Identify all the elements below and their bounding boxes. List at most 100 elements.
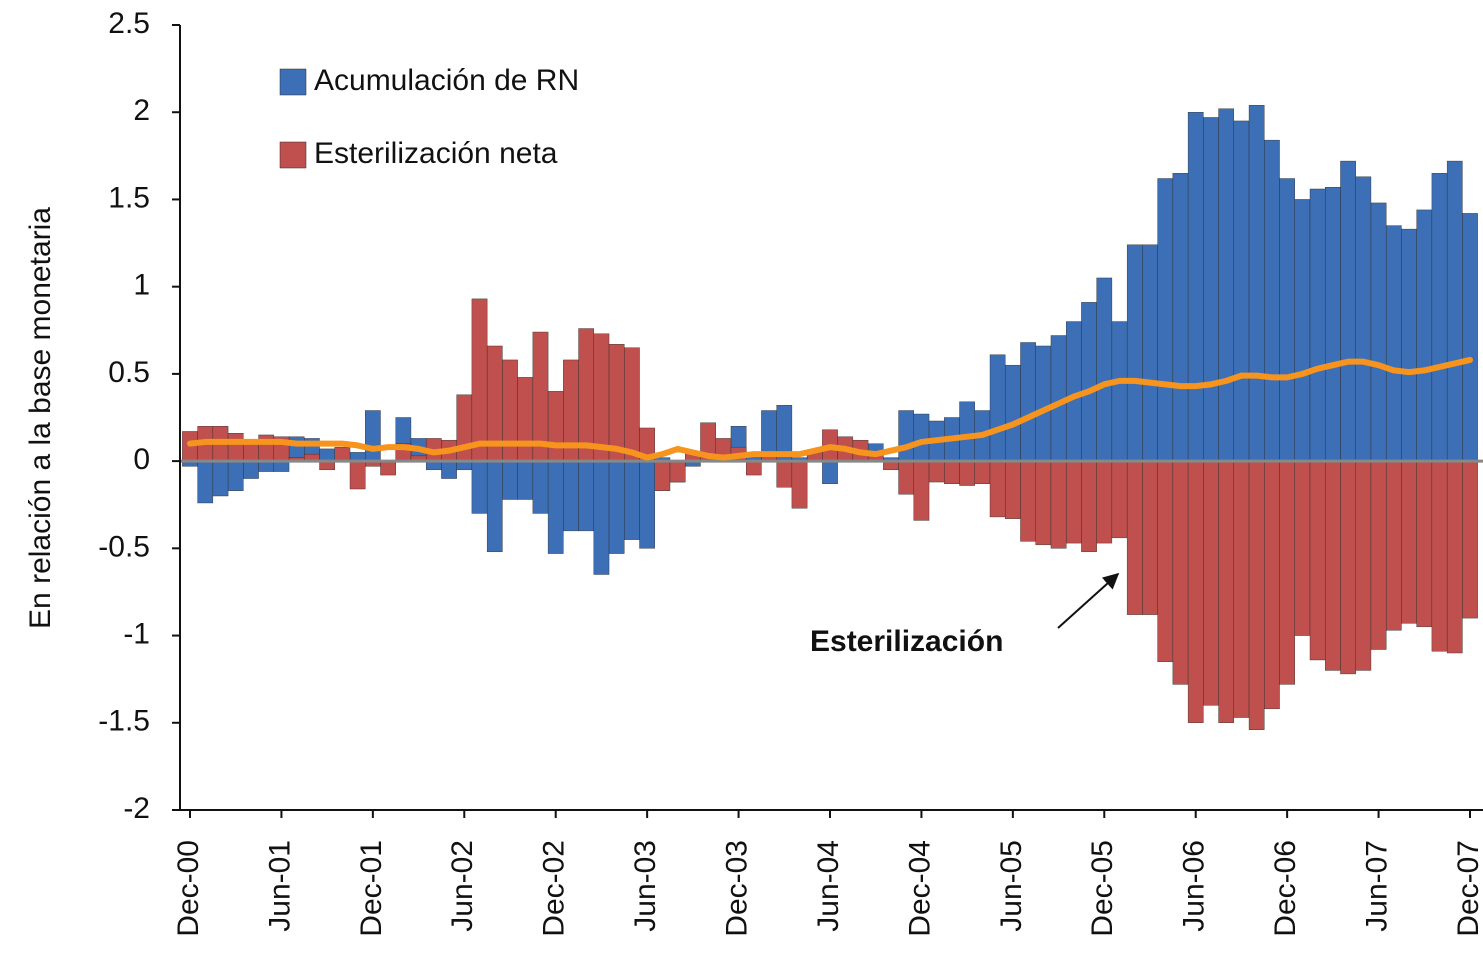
bar (258, 460, 275, 472)
bar (1309, 460, 1326, 661)
bar (1446, 160, 1463, 462)
bar (1370, 460, 1387, 650)
x-tick-label: Jun-04 (812, 840, 845, 932)
bar (1035, 345, 1052, 462)
bar (1462, 213, 1478, 462)
legend-swatch (279, 141, 307, 169)
x-tick-label: Jun-05 (995, 840, 1028, 932)
bar (578, 328, 595, 462)
bar (1233, 120, 1250, 462)
bar (243, 443, 259, 462)
bar (227, 433, 244, 462)
x-tick-label: Dec-03 (720, 840, 753, 937)
bar (913, 460, 930, 521)
x-tick-label: Dec-00 (172, 840, 205, 937)
bar (669, 460, 686, 483)
y-tick-label: -1.5 (98, 705, 150, 738)
bar (1264, 460, 1280, 710)
bar (273, 460, 290, 472)
bar (1355, 460, 1372, 671)
bar (547, 460, 564, 554)
bar (227, 460, 244, 491)
x-tick-label: Jun-06 (1178, 840, 1211, 932)
bar (974, 460, 991, 484)
plot-area: 2.5 2 1.5 1 0.5 0 -0.5 -1 -1.5 -2 Dec-00 Jun-01 Dec-… (98, 7, 1483, 937)
bar (441, 460, 457, 479)
bar (639, 460, 655, 549)
bar (1005, 364, 1021, 462)
bar (471, 298, 488, 462)
y-axis-label: En relación a la base monetaria (24, 207, 57, 629)
bar (212, 460, 229, 497)
bar (1462, 460, 1478, 619)
bar (1279, 178, 1295, 462)
bar (1294, 199, 1311, 462)
legend-swatch (279, 68, 307, 96)
y-tick-label: 0 (133, 443, 150, 476)
x-tick-label: Dec-02 (538, 840, 571, 937)
x-tick-label: Dec-01 (355, 840, 388, 937)
bar (1355, 176, 1372, 462)
bar (1340, 160, 1356, 462)
bar (1325, 460, 1341, 671)
bar (989, 354, 1006, 462)
annotation: Esterilización (810, 625, 1003, 658)
bar (1309, 188, 1326, 462)
bar (624, 347, 640, 462)
bar (1401, 228, 1417, 462)
bar (547, 391, 564, 462)
bar (1203, 117, 1219, 462)
bar (1096, 277, 1113, 462)
x-tick-label: Jun-07 (1360, 840, 1393, 932)
bar (349, 460, 366, 490)
y-tick-label: -0.5 (98, 530, 150, 563)
bar (1187, 460, 1204, 723)
bar (1294, 460, 1311, 636)
bar (1111, 460, 1128, 539)
bar (928, 460, 945, 483)
bar (791, 460, 808, 509)
bar (1020, 342, 1036, 462)
bar (1218, 108, 1235, 462)
bar (1340, 460, 1356, 675)
bar (1385, 225, 1402, 462)
y-tick-label: 0.5 (108, 356, 150, 389)
x-tick-label: Dec-05 (1086, 840, 1119, 937)
line-series (187, 356, 1473, 461)
y-tick-label: 1 (133, 269, 150, 302)
bar (959, 460, 975, 486)
annotation-arrow (1057, 572, 1120, 629)
bar (593, 460, 610, 575)
bar (1233, 460, 1250, 718)
bar (380, 460, 396, 476)
bar (944, 460, 960, 484)
bar (1157, 460, 1174, 662)
bar (1218, 460, 1235, 723)
bar (1416, 209, 1433, 462)
bar (1446, 460, 1463, 654)
bar (197, 460, 214, 504)
bar (471, 460, 488, 514)
bar (1248, 105, 1265, 462)
bar (822, 460, 838, 484)
bar (1172, 173, 1189, 462)
x-tick-label: Dec-07 (1452, 840, 1483, 937)
y-tick-label: 2.5 (108, 7, 150, 40)
x-tick-label: Jun-02 (446, 840, 479, 932)
bar (1172, 460, 1189, 685)
bar (989, 460, 1006, 518)
bar (365, 410, 381, 462)
y-tick-label: 1.5 (108, 181, 150, 214)
bar (1081, 302, 1097, 462)
bar (1325, 187, 1341, 462)
y-tick-label: -2 (123, 792, 150, 825)
bar (1416, 460, 1433, 628)
x-tick-label: Dec-04 (903, 840, 936, 937)
bar (1111, 321, 1128, 462)
bar (1431, 460, 1448, 652)
bar (608, 460, 625, 554)
bar (1248, 460, 1265, 730)
bar (502, 460, 518, 500)
bar (1142, 244, 1158, 462)
x-tick-label: Jun-01 (263, 840, 296, 932)
